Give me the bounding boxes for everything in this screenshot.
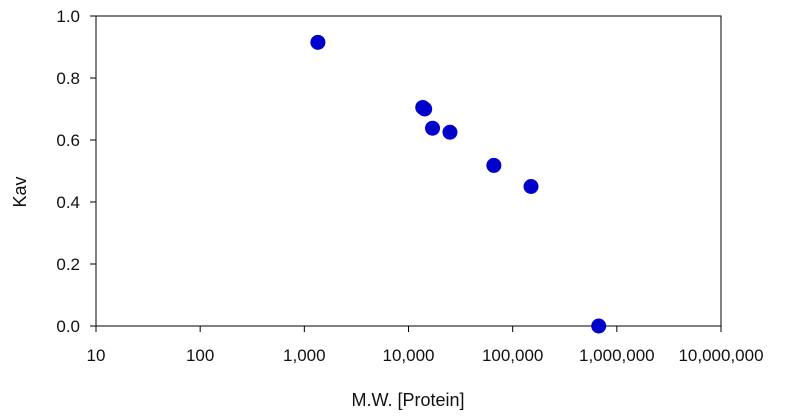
data-point bbox=[442, 124, 458, 140]
x-tick-label: 1,000 bbox=[283, 346, 326, 365]
x-tick-label: 1,000,000 bbox=[579, 346, 655, 365]
data-point bbox=[310, 34, 326, 50]
y-tick-label: 0.8 bbox=[56, 69, 80, 88]
y-tick-label: 0.2 bbox=[56, 255, 80, 274]
data-point bbox=[591, 318, 607, 334]
x-tick-label: 10,000,000 bbox=[678, 346, 763, 365]
x-axis-ticks: 10 100 1,000 10,000 100,000 1,000,000 10,000,0… bbox=[87, 326, 764, 365]
data-point bbox=[425, 120, 441, 136]
y-tick-label: 0.6 bbox=[56, 131, 80, 150]
x-axis-title: M.W. [Protein] bbox=[351, 390, 464, 410]
data-point bbox=[523, 179, 539, 194]
y-axis-title: Kav bbox=[10, 176, 30, 207]
y-axis-ticks: 0.0 0.2 0.4 0.6 0.8 1.0 bbox=[56, 7, 96, 336]
x-tick-label: 100,000 bbox=[482, 346, 543, 365]
y-tick-label: 1.0 bbox=[56, 7, 80, 26]
data-point bbox=[486, 157, 502, 173]
y-tick-label: 0.0 bbox=[56, 317, 80, 336]
x-tick-label: 10,000 bbox=[383, 346, 435, 365]
data-points bbox=[310, 34, 607, 334]
y-tick-label: 0.4 bbox=[56, 193, 80, 212]
data-point bbox=[417, 101, 433, 117]
x-tick-label: 100 bbox=[186, 346, 214, 365]
plot-area bbox=[95, 15, 722, 327]
x-tick-label: 10 bbox=[87, 346, 106, 365]
